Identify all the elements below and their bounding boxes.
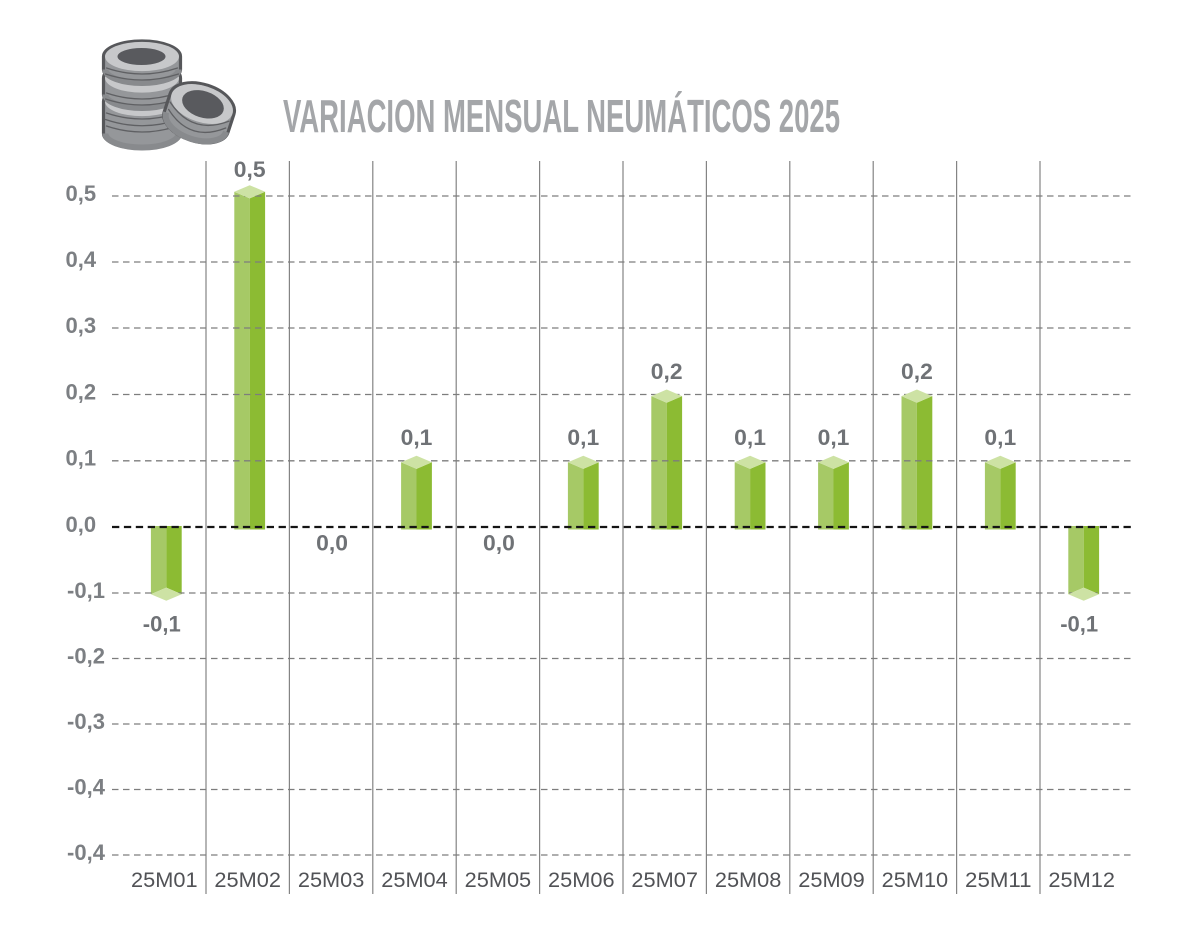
svg-text:25M07: 25M07 xyxy=(631,869,698,892)
svg-text:25M03: 25M03 xyxy=(298,869,365,892)
svg-text:VARIACION MENSUAL NEUMÁTICOS 2: VARIACION MENSUAL NEUMÁTICOS 2025 xyxy=(283,90,840,142)
svg-text:25M11: 25M11 xyxy=(965,869,1032,892)
svg-text:25M05: 25M05 xyxy=(465,869,532,892)
svg-text:0,0: 0,0 xyxy=(316,531,348,556)
svg-text:0,0: 0,0 xyxy=(66,512,97,537)
svg-text:0,1: 0,1 xyxy=(401,425,433,450)
svg-text:0,0: 0,0 xyxy=(483,531,515,556)
svg-text:-0,1: -0,1 xyxy=(1060,611,1098,636)
svg-text:0,1: 0,1 xyxy=(984,425,1016,450)
svg-text:25M04: 25M04 xyxy=(381,869,448,892)
svg-text:0,4: 0,4 xyxy=(66,247,97,272)
svg-text:0,1: 0,1 xyxy=(734,425,766,450)
svg-text:-0,4: -0,4 xyxy=(67,840,106,865)
svg-text:-0,4: -0,4 xyxy=(67,774,106,799)
svg-text:-0,2: -0,2 xyxy=(67,643,105,668)
svg-text:0,2: 0,2 xyxy=(901,359,933,384)
svg-text:0,1: 0,1 xyxy=(818,425,850,450)
svg-text:0,5: 0,5 xyxy=(234,157,266,182)
svg-text:-0,1: -0,1 xyxy=(143,611,181,636)
svg-text:25M10: 25M10 xyxy=(882,869,949,892)
svg-text:25M02: 25M02 xyxy=(214,869,281,892)
svg-text:-0,1: -0,1 xyxy=(67,578,105,603)
svg-text:0,2: 0,2 xyxy=(651,359,683,384)
svg-text:25M08: 25M08 xyxy=(715,869,782,892)
svg-text:25M12: 25M12 xyxy=(1048,869,1115,892)
svg-text:25M09: 25M09 xyxy=(798,869,865,892)
svg-text:0,2: 0,2 xyxy=(66,379,97,404)
svg-text:-0,3: -0,3 xyxy=(67,709,105,734)
svg-text:0,1: 0,1 xyxy=(567,425,599,450)
svg-text:0,5: 0,5 xyxy=(66,181,97,206)
svg-text:25M01: 25M01 xyxy=(131,869,198,892)
svg-text:25M06: 25M06 xyxy=(548,869,615,892)
svg-text:0,3: 0,3 xyxy=(66,313,97,338)
svg-text:0,1: 0,1 xyxy=(66,446,97,471)
